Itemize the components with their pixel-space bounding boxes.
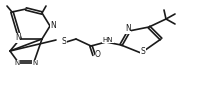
Text: N: N xyxy=(50,20,56,29)
Text: O: O xyxy=(95,50,100,60)
Text: HN: HN xyxy=(102,37,113,43)
Text: N: N xyxy=(15,33,21,43)
Text: N: N xyxy=(14,60,20,66)
Text: S: S xyxy=(140,48,145,57)
Text: N: N xyxy=(125,24,130,33)
Text: S: S xyxy=(61,37,66,46)
Text: N: N xyxy=(32,60,37,66)
